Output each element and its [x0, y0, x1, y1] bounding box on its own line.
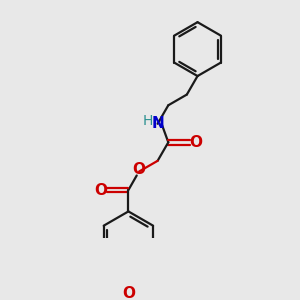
Text: O: O: [132, 162, 145, 177]
Text: O: O: [190, 135, 202, 150]
Text: H: H: [142, 114, 152, 128]
Text: N: N: [152, 116, 165, 131]
Text: O: O: [94, 182, 107, 197]
Text: O: O: [122, 286, 135, 300]
